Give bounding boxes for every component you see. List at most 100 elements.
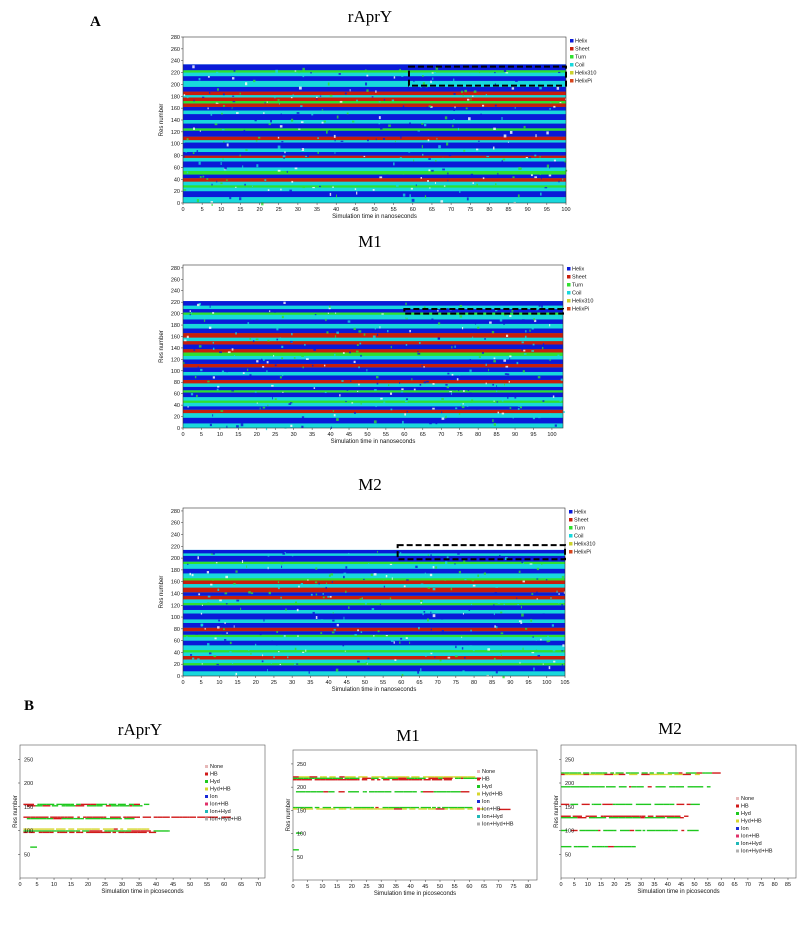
noise-mark bbox=[252, 340, 255, 343]
noise-mark bbox=[277, 136, 280, 139]
noise-mark bbox=[311, 144, 315, 148]
noise-mark bbox=[270, 119, 272, 123]
noise-mark bbox=[385, 635, 388, 637]
noise-mark bbox=[367, 657, 370, 660]
y-tick-label: 140 bbox=[171, 118, 180, 124]
noise-mark bbox=[558, 368, 561, 371]
y-tick-label: 0 bbox=[177, 201, 180, 207]
legend-swatch bbox=[570, 39, 574, 43]
x-tick-label: 80 bbox=[471, 680, 477, 686]
noise-mark bbox=[355, 673, 359, 676]
y-tick-label: 220 bbox=[171, 300, 180, 306]
noise-mark bbox=[476, 189, 479, 191]
noise-mark bbox=[183, 94, 186, 96]
noise-mark bbox=[532, 636, 534, 638]
band-coil bbox=[183, 95, 566, 98]
noise-mark bbox=[507, 141, 509, 143]
legend-swatch bbox=[477, 800, 480, 803]
noise-mark bbox=[366, 74, 369, 77]
noise-mark bbox=[427, 586, 430, 589]
legend-swatch bbox=[569, 510, 573, 514]
legend-label: Sheet bbox=[574, 518, 589, 524]
band-turn bbox=[183, 101, 566, 104]
noise-mark bbox=[275, 604, 278, 606]
noise-mark bbox=[436, 555, 440, 559]
noise-mark bbox=[360, 631, 363, 634]
noise-mark bbox=[387, 329, 389, 333]
noise-mark bbox=[445, 415, 447, 418]
noise-mark bbox=[400, 391, 404, 393]
noise-mark bbox=[291, 118, 294, 122]
noise-mark bbox=[438, 145, 441, 149]
noise-mark bbox=[437, 322, 441, 325]
noise-mark bbox=[233, 625, 235, 628]
noise-mark bbox=[215, 71, 219, 73]
noise-mark bbox=[213, 655, 217, 658]
noise-mark bbox=[219, 599, 222, 602]
noise-mark bbox=[558, 71, 561, 74]
x-tick-label: 85 bbox=[494, 432, 500, 438]
noise-mark bbox=[430, 628, 432, 631]
noise-mark bbox=[379, 326, 381, 329]
noise-mark bbox=[321, 121, 324, 124]
noise-mark bbox=[274, 97, 276, 99]
band-helix bbox=[183, 367, 563, 372]
noise-mark bbox=[429, 187, 431, 189]
noise-mark bbox=[287, 656, 289, 659]
noise-mark bbox=[220, 410, 224, 412]
noise-mark bbox=[429, 573, 433, 577]
noise-mark bbox=[268, 123, 271, 126]
noise-mark bbox=[371, 608, 375, 611]
x-tick-label: 45 bbox=[170, 882, 176, 888]
noise-mark bbox=[243, 129, 246, 132]
x-tick-label: 70 bbox=[438, 432, 444, 438]
noise-mark bbox=[422, 82, 426, 86]
noise-mark bbox=[561, 650, 564, 652]
y-tick-label: 280 bbox=[171, 266, 180, 272]
plot-frame bbox=[560, 744, 797, 879]
noise-mark bbox=[263, 359, 265, 362]
noise-mark bbox=[212, 341, 214, 344]
noise-mark bbox=[291, 332, 293, 336]
noise-mark bbox=[283, 636, 286, 639]
noise-mark bbox=[257, 136, 261, 139]
band-coil bbox=[183, 355, 563, 360]
band-turn bbox=[183, 561, 565, 564]
noise-mark bbox=[211, 183, 213, 186]
band-sheet bbox=[183, 333, 563, 338]
noise-mark bbox=[359, 342, 362, 345]
y-tick-label: 20 bbox=[174, 415, 180, 421]
legend-label: Helix bbox=[575, 39, 587, 45]
noise-mark bbox=[402, 193, 406, 197]
noise-mark bbox=[558, 180, 560, 183]
noise-mark bbox=[374, 389, 377, 391]
legend-swatch bbox=[736, 804, 739, 808]
x-tick-label: 90 bbox=[507, 680, 513, 686]
noise-mark bbox=[518, 167, 522, 171]
noise-mark bbox=[326, 331, 329, 334]
noise-mark bbox=[332, 611, 334, 614]
legend-label: HelixPi bbox=[575, 79, 592, 85]
noise-mark bbox=[266, 101, 268, 103]
noise-mark bbox=[297, 635, 299, 637]
noise-mark bbox=[249, 374, 252, 376]
legend-label: HB bbox=[741, 804, 749, 810]
noise-mark bbox=[542, 613, 545, 616]
y-tick-label: 50 bbox=[297, 855, 303, 861]
noise-mark bbox=[279, 337, 281, 340]
noise-mark bbox=[379, 603, 381, 606]
x-tick-label: 5 bbox=[201, 207, 204, 213]
x-tick-label: 85 bbox=[785, 882, 791, 888]
noise-mark bbox=[541, 563, 543, 565]
noise-mark bbox=[365, 69, 367, 73]
legend-label: Ion+Hyd bbox=[210, 809, 231, 815]
noise-mark bbox=[544, 187, 548, 189]
noise-mark bbox=[557, 372, 560, 374]
noise-mark bbox=[322, 596, 325, 599]
noise-mark bbox=[531, 327, 534, 330]
noise-mark bbox=[563, 197, 565, 201]
x-tick-label: 5 bbox=[306, 884, 309, 890]
noise-mark bbox=[278, 651, 280, 653]
band-turn bbox=[183, 400, 563, 403]
noise-mark bbox=[217, 385, 220, 388]
